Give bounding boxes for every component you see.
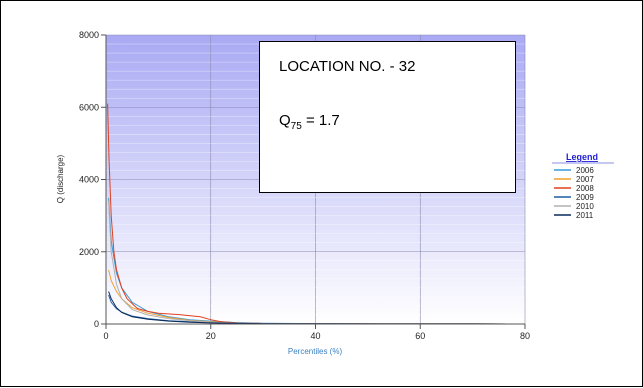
q75-label: Q75 = 1.7 [279,112,340,132]
location-label: LOCATION NO. - 32 [279,58,416,75]
y-tick-label: 2000 [79,247,99,257]
legend-label-2007: 2007 [576,175,594,184]
x-tick-label: 0 [103,331,108,341]
y-tick-label: 6000 [79,102,99,112]
q-symbol: Q [279,112,291,129]
legend-label-2010: 2010 [576,202,594,211]
q-subscript: 75 [290,121,302,132]
legend-label-2009: 2009 [576,193,594,202]
y-tick-label: 0 [94,319,99,329]
q-value: = 1.7 [301,112,340,129]
y-tick-label: 4000 [79,175,99,185]
y-tick-label: 8000 [79,30,99,40]
axes-layer: 0 2000 4000 6000 8000 0 20 40 60 80 [79,30,530,341]
y-axis-title: Q (discharge) [56,154,65,203]
x-tick-label: 80 [520,331,530,341]
legend-label-2011: 2011 [576,211,594,220]
legend-label-2008: 2008 [576,184,594,193]
legend-title: Legend [566,152,598,162]
legend-label-2006: 2006 [576,166,594,175]
x-tick-label: 20 [206,331,216,341]
x-tick-label: 40 [310,331,320,341]
x-tick-label: 60 [415,331,425,341]
x-axis-title: Percentiles (%) [288,347,343,356]
annotation-box: LOCATION NO. - 32 Q75 = 1.7 [259,41,516,193]
